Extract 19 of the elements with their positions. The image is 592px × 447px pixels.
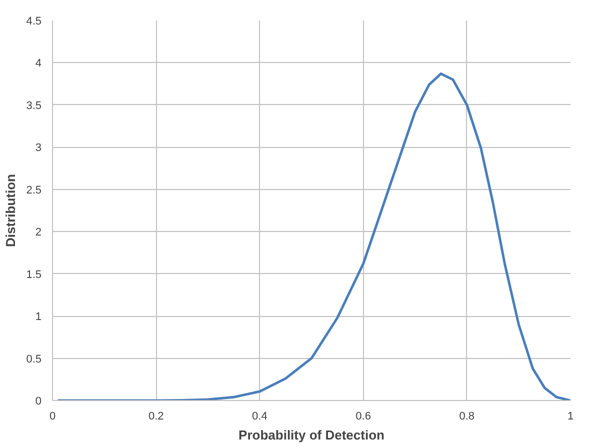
y-tick-label: 1 (35, 311, 42, 324)
x-axis-title: Probability of Detection (238, 428, 385, 442)
y-tick-label: 3 (35, 142, 42, 154)
x-tick-label: 0.8 (459, 410, 475, 422)
x-tick-label: 0 (49, 410, 56, 422)
x-tick-label: 1 (567, 410, 574, 422)
y-tick-label: 4.5 (26, 16, 42, 28)
y-tick-label: 3.5 (26, 100, 42, 112)
x-tick-label: 0.2 (148, 410, 164, 422)
y-tick-label: 4 (35, 58, 42, 70)
y-tick-label: 1.5 (26, 268, 42, 281)
y-tick-label: 2.5 (26, 184, 42, 196)
line-series (56, 72, 570, 400)
x-tick-label: 0.6 (356, 410, 371, 422)
x-tick-label: 0.4 (252, 410, 268, 422)
y-axis-title: Distribution (3, 174, 18, 247)
y-tick-label: 0.5 (26, 353, 42, 366)
y-tick-label: 2 (35, 226, 42, 239)
y-tick-label: 0 (35, 396, 42, 408)
